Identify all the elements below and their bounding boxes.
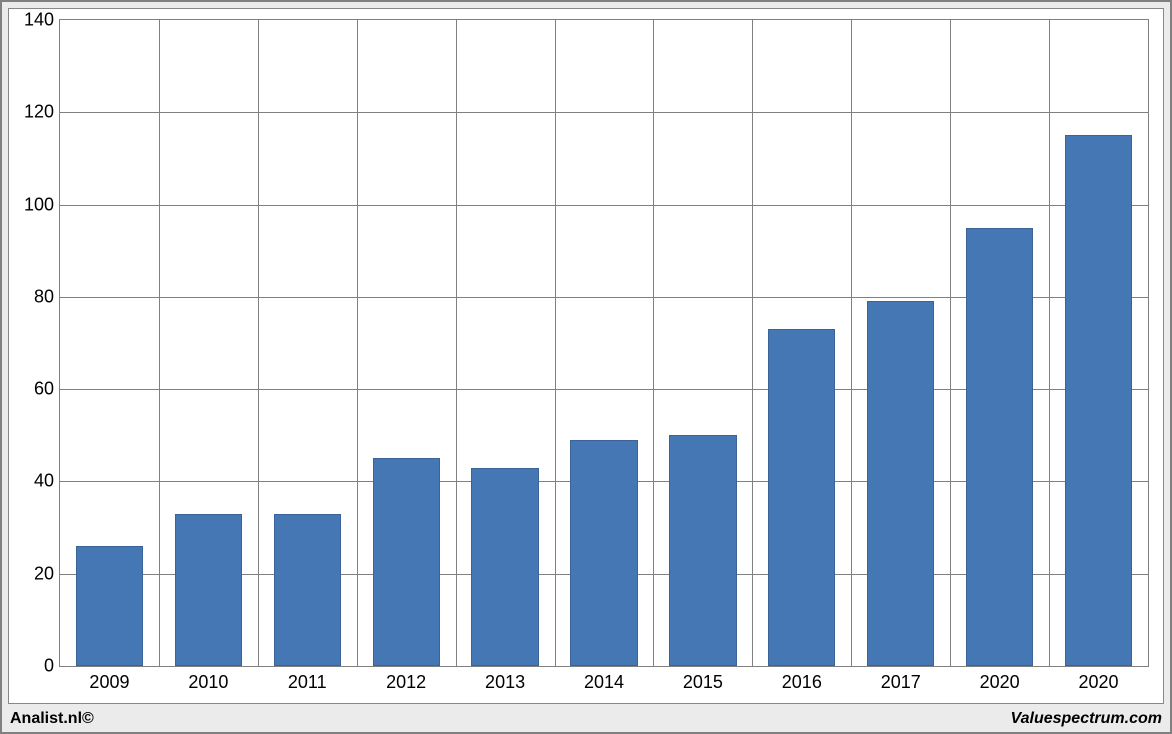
y-axis-tick-label: 0 xyxy=(44,656,54,677)
x-axis-tick-label: 2020 xyxy=(1079,672,1119,693)
gridline-vertical xyxy=(456,20,457,666)
x-axis-tick-label: 2017 xyxy=(881,672,921,693)
gridline-vertical xyxy=(159,20,160,666)
chart-frame: 0 20 40 60 80 100 120 140 2009 2010 2011 2012 2013 20… xyxy=(8,8,1164,704)
gridline-vertical xyxy=(1049,20,1050,666)
bar xyxy=(867,301,934,666)
x-axis-tick-label: 2012 xyxy=(386,672,426,693)
bar xyxy=(274,514,341,666)
y-axis-tick-label: 100 xyxy=(24,194,54,215)
y-axis-tick-label: 20 xyxy=(34,563,54,584)
gridline-vertical xyxy=(950,20,951,666)
x-axis-tick-label: 2010 xyxy=(188,672,228,693)
y-axis-tick-label: 60 xyxy=(34,379,54,400)
footer-left-credit: Analist.nl© xyxy=(10,710,94,728)
gridline-vertical xyxy=(258,20,259,666)
bar xyxy=(373,458,440,666)
bar xyxy=(570,440,637,666)
x-axis-tick-label: 2020 xyxy=(980,672,1020,693)
bar xyxy=(471,468,538,666)
gridline-vertical xyxy=(752,20,753,666)
bar xyxy=(76,546,143,666)
y-axis-tick-label: 140 xyxy=(24,10,54,31)
bar xyxy=(966,228,1033,666)
y-axis-tick-label: 80 xyxy=(34,286,54,307)
gridline-vertical xyxy=(555,20,556,666)
gridline-vertical xyxy=(851,20,852,666)
plot-area: 0204060801001201402009201020112012201320… xyxy=(59,19,1149,667)
bar xyxy=(669,435,736,666)
y-axis-tick-label: 40 xyxy=(34,471,54,492)
x-axis-tick-label: 2011 xyxy=(288,672,327,693)
outer-frame: 0 20 40 60 80 100 120 140 2009 2010 2011 2012 2013 20… xyxy=(0,0,1172,734)
bar xyxy=(768,329,835,666)
x-axis-tick-label: 2016 xyxy=(782,672,822,693)
x-axis-tick-label: 2015 xyxy=(683,672,723,693)
bar xyxy=(1065,135,1132,666)
gridline-vertical xyxy=(357,20,358,666)
x-axis-tick-label: 2013 xyxy=(485,672,525,693)
footer-right-credit: Valuespectrum.com xyxy=(1011,710,1162,728)
bar xyxy=(175,514,242,666)
gridline-horizontal xyxy=(60,205,1148,206)
x-axis-tick-label: 2009 xyxy=(89,672,129,693)
gridline-horizontal xyxy=(60,112,1148,113)
x-axis-tick-label: 2014 xyxy=(584,672,624,693)
gridline-vertical xyxy=(653,20,654,666)
y-axis-tick-label: 120 xyxy=(24,102,54,123)
